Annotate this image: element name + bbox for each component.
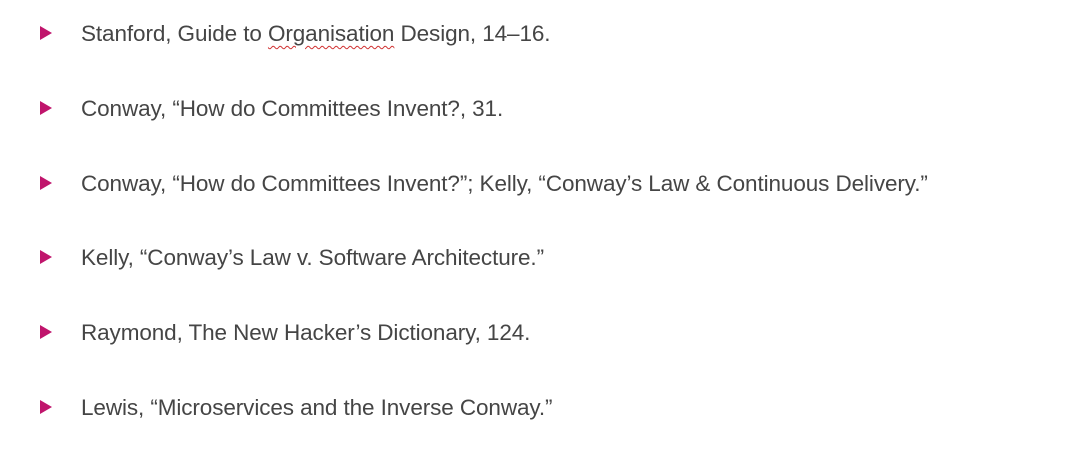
- spellcheck-flagged-word[interactable]: Organisation: [267, 21, 395, 46]
- triangle-bullet-icon: [40, 176, 52, 190]
- triangle-bullet-icon: [40, 400, 52, 414]
- list-item: Conway, “How do Committees Invent?, 31.: [0, 89, 1078, 129]
- list-item-text: Conway, “How do Committees Invent?”; Kel…: [81, 171, 928, 196]
- list-item-text: Stanford, Guide to Organisation Design, …: [81, 20, 551, 48]
- list-item: Conway, “How do Committees Invent?”; Kel…: [0, 164, 1078, 204]
- triangle-bullet-icon: [40, 101, 52, 115]
- triangle-bullet-icon: [40, 26, 52, 40]
- list-item-text: Kelly, “Conway’s Law v. Software Archite…: [81, 245, 544, 270]
- list-item-text: Raymond, The New Hacker’s Dictionary, 12…: [81, 320, 531, 345]
- triangle-bullet-icon: [40, 250, 52, 264]
- text-segment: Design, 14–16.: [394, 21, 551, 46]
- list-item: Raymond, The New Hacker’s Dictionary, 12…: [0, 313, 1078, 353]
- list-item: Lewis, “Microservices and the Inverse Co…: [0, 388, 1078, 428]
- list-item-text: Conway, “How do Committees Invent?, 31.: [81, 96, 504, 121]
- text-segment: Stanford, Guide to: [81, 21, 268, 46]
- list-item: Kelly, “Conway’s Law v. Software Archite…: [0, 238, 1078, 278]
- list-item-text: Lewis, “Microservices and the Inverse Co…: [81, 395, 553, 420]
- list-item: Stanford, Guide to Organisation Design, …: [0, 14, 1078, 54]
- triangle-bullet-icon: [40, 325, 52, 339]
